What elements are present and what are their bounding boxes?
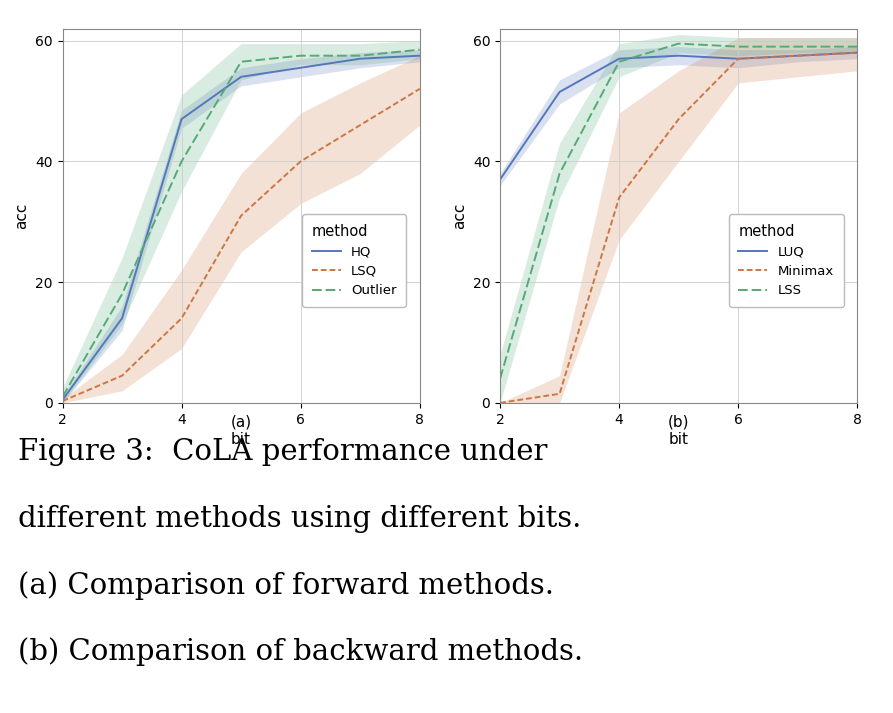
Text: (a) Comparison of forward methods.: (a) Comparison of forward methods. [18, 571, 554, 600]
Legend: LUQ, Minimax, LSS: LUQ, Minimax, LSS [730, 215, 844, 307]
Text: (a): (a) [230, 415, 252, 430]
X-axis label: bit: bit [669, 432, 689, 447]
Y-axis label: acc: acc [14, 202, 29, 229]
Legend: HQ, LSQ, Outlier: HQ, LSQ, Outlier [303, 215, 406, 307]
Y-axis label: acc: acc [452, 202, 467, 229]
Text: (b) Comparison of backward methods.: (b) Comparison of backward methods. [18, 637, 583, 666]
Text: different methods using different bits.: different methods using different bits. [18, 505, 581, 533]
Text: (b): (b) [668, 415, 689, 430]
X-axis label: bit: bit [231, 432, 251, 447]
Text: Figure 3:  CoLA performance under: Figure 3: CoLA performance under [18, 438, 547, 466]
